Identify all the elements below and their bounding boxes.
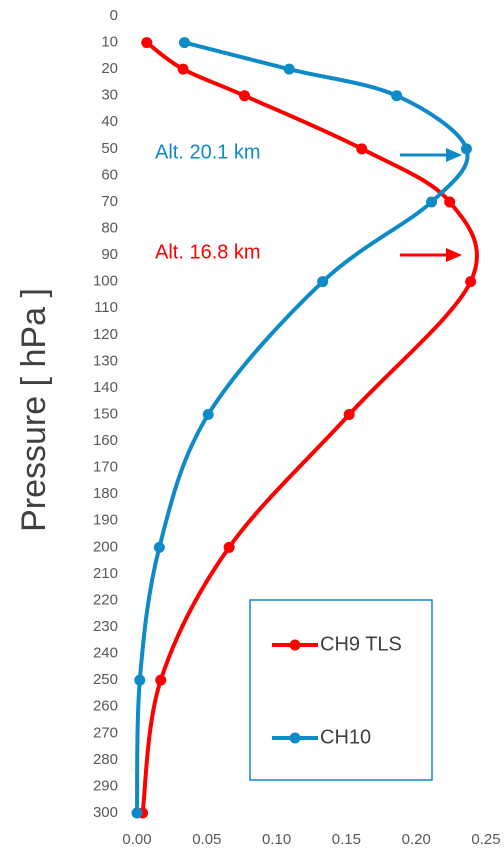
y-tick-label: 220: [93, 591, 118, 608]
y-tick-label: 50: [101, 140, 118, 157]
data-point: [177, 63, 189, 75]
x-tick-label: 0.00: [122, 831, 151, 848]
y-tick-label: 250: [93, 671, 118, 688]
y-tick-label: 240: [93, 645, 118, 662]
y-tick-label: 80: [101, 220, 118, 237]
annotation: Alt. 20.1 km: [155, 141, 261, 163]
data-point: [155, 674, 167, 686]
legend-marker: [289, 732, 301, 744]
data-point: [465, 276, 477, 288]
y-tick-label: 100: [93, 273, 118, 290]
y-tick-label: 150: [93, 405, 118, 422]
y-tick-label: 300: [93, 804, 118, 821]
y-tick-label: 170: [93, 459, 118, 476]
data-point: [141, 37, 153, 49]
y-tick-label: 40: [101, 113, 118, 130]
data-point: [153, 541, 165, 553]
data-point: [391, 90, 403, 102]
legend-label: CH9 TLS: [320, 633, 402, 655]
legend-marker: [289, 639, 301, 651]
data-point: [131, 807, 143, 819]
data-point: [283, 63, 295, 75]
data-point: [317, 276, 329, 288]
x-tick-label: 0.10: [262, 831, 291, 848]
y-tick-label: 120: [93, 326, 118, 343]
y-axis-label: Pressure [ hPa ]: [15, 288, 53, 532]
series-line: [135, 40, 470, 814]
data-point: [356, 143, 368, 155]
y-tick-label: 20: [101, 60, 118, 77]
y-tick-label: 140: [93, 379, 118, 396]
y-tick-label: 190: [93, 512, 118, 529]
data-point: [460, 143, 472, 155]
y-tick-label: 260: [93, 698, 118, 715]
x-tick-label: 0.15: [332, 831, 361, 848]
y-tick-label: 290: [93, 777, 118, 794]
x-tick-label: 0.25: [471, 831, 500, 848]
legend-box: [249, 599, 433, 781]
x-tick-label: 0.20: [402, 831, 431, 848]
y-tick-label: 30: [101, 87, 118, 104]
data-point: [134, 674, 146, 686]
y-tick-label: 90: [101, 246, 118, 263]
y-tick-label: 70: [101, 193, 118, 210]
y-tick-label: 280: [93, 751, 118, 768]
y-tick-label: 10: [101, 34, 118, 51]
data-point: [178, 37, 190, 49]
legend-label: CH10: [320, 726, 371, 748]
annotation-arrowhead: [446, 248, 462, 262]
x-tick-label: 0.05: [192, 831, 221, 848]
annotation-arrowhead: [446, 148, 462, 162]
y-tick-label: 230: [93, 618, 118, 635]
data-point: [238, 90, 250, 102]
annotation: Alt. 16.8 km: [155, 241, 261, 263]
y-tick-label: 200: [93, 538, 118, 555]
y-tick-label: 160: [93, 432, 118, 449]
y-tick-label: 180: [93, 485, 118, 502]
y-tick-label: 270: [93, 724, 118, 741]
y-tick-label: 0: [110, 7, 118, 24]
data-point: [202, 409, 214, 420]
y-tick-label: 210: [93, 565, 118, 582]
y-tick-label: 110: [94, 299, 118, 316]
y-tick-label: 60: [101, 166, 118, 183]
data-point: [444, 196, 456, 208]
data-point: [223, 541, 235, 553]
data-point: [426, 196, 438, 208]
data-point: [343, 409, 355, 420]
y-tick-label: 130: [93, 352, 118, 369]
